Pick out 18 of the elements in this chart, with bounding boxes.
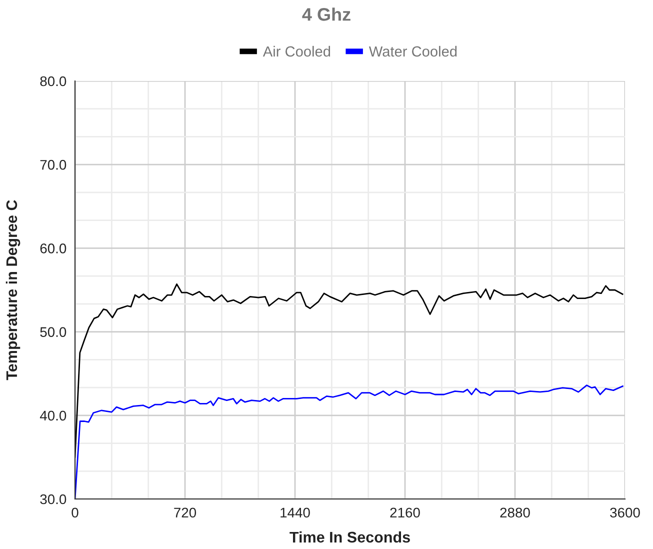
y-tick-label: 30.0	[40, 494, 66, 504]
legend-label: Air Cooled	[262, 46, 330, 57]
y-tick-label: 40.0	[40, 410, 66, 421]
x-tick-label: 0	[72, 508, 78, 518]
x-tick-label: 3600	[610, 508, 640, 518]
y-tick-label: 60.0	[40, 244, 66, 254]
x-tick-label: 2880	[500, 508, 530, 518]
y-tick-label: 70.0	[40, 160, 66, 170]
x-tick-label: 720	[174, 508, 196, 518]
x-tick-label: 1440	[280, 508, 310, 518]
legend-label: Water Cooled	[368, 46, 457, 57]
chart-title: 4 Ghz	[302, 8, 350, 21]
y-tick-label: 50.0	[40, 327, 66, 337]
x-tick-label: 2160	[390, 508, 420, 518]
y-axis-title: Temperature in Degree C	[6, 200, 20, 380]
x-axis-title: Time In Seconds	[290, 531, 410, 543]
line-series	[75, 283, 624, 458]
y-tick-label: 80.0	[40, 76, 66, 86]
